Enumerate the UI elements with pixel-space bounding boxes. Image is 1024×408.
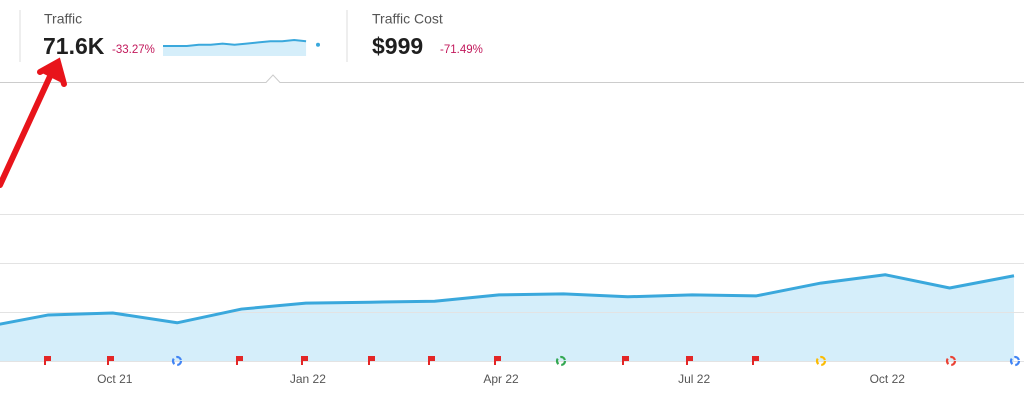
- line: [0, 273, 1015, 326]
- plot: Oct 21 Jan 22 Apr 22 Jul 22 Oct 22: [0, 214, 1024, 386]
- header-border: [0, 74, 1024, 83]
- metric-value: $999: [372, 33, 423, 59]
- metric-change: -71.49%: [440, 44, 483, 56]
- sparkline: [163, 38, 307, 47]
- traffic-card[interactable]: Traffic 71.6K -33.27%: [43, 11, 155, 59]
- event-markers: [44, 356, 759, 365]
- x-tick-label: Oct 22: [870, 372, 906, 386]
- x-tick-label: Oct 21: [97, 372, 133, 386]
- sparkline-end: [316, 42, 320, 47]
- metric-label: Traffic Cost: [372, 11, 443, 27]
- x-tick-label: Jul 22: [678, 372, 710, 386]
- x-tick-label: Apr 22: [483, 372, 519, 386]
- traffic-cost-card[interactable]: Traffic Cost $999 -71.49%: [372, 11, 483, 59]
- metric-value: 71.6K: [43, 33, 105, 59]
- annotation-arrow: [0, 57, 67, 188]
- x-tick-label: Jan 22: [290, 372, 326, 386]
- google-markers: [171, 355, 1021, 367]
- metric-label: Traffic: [44, 11, 82, 27]
- sparkline-area: [163, 40, 307, 56]
- metric-change: -33.27%: [112, 44, 155, 56]
